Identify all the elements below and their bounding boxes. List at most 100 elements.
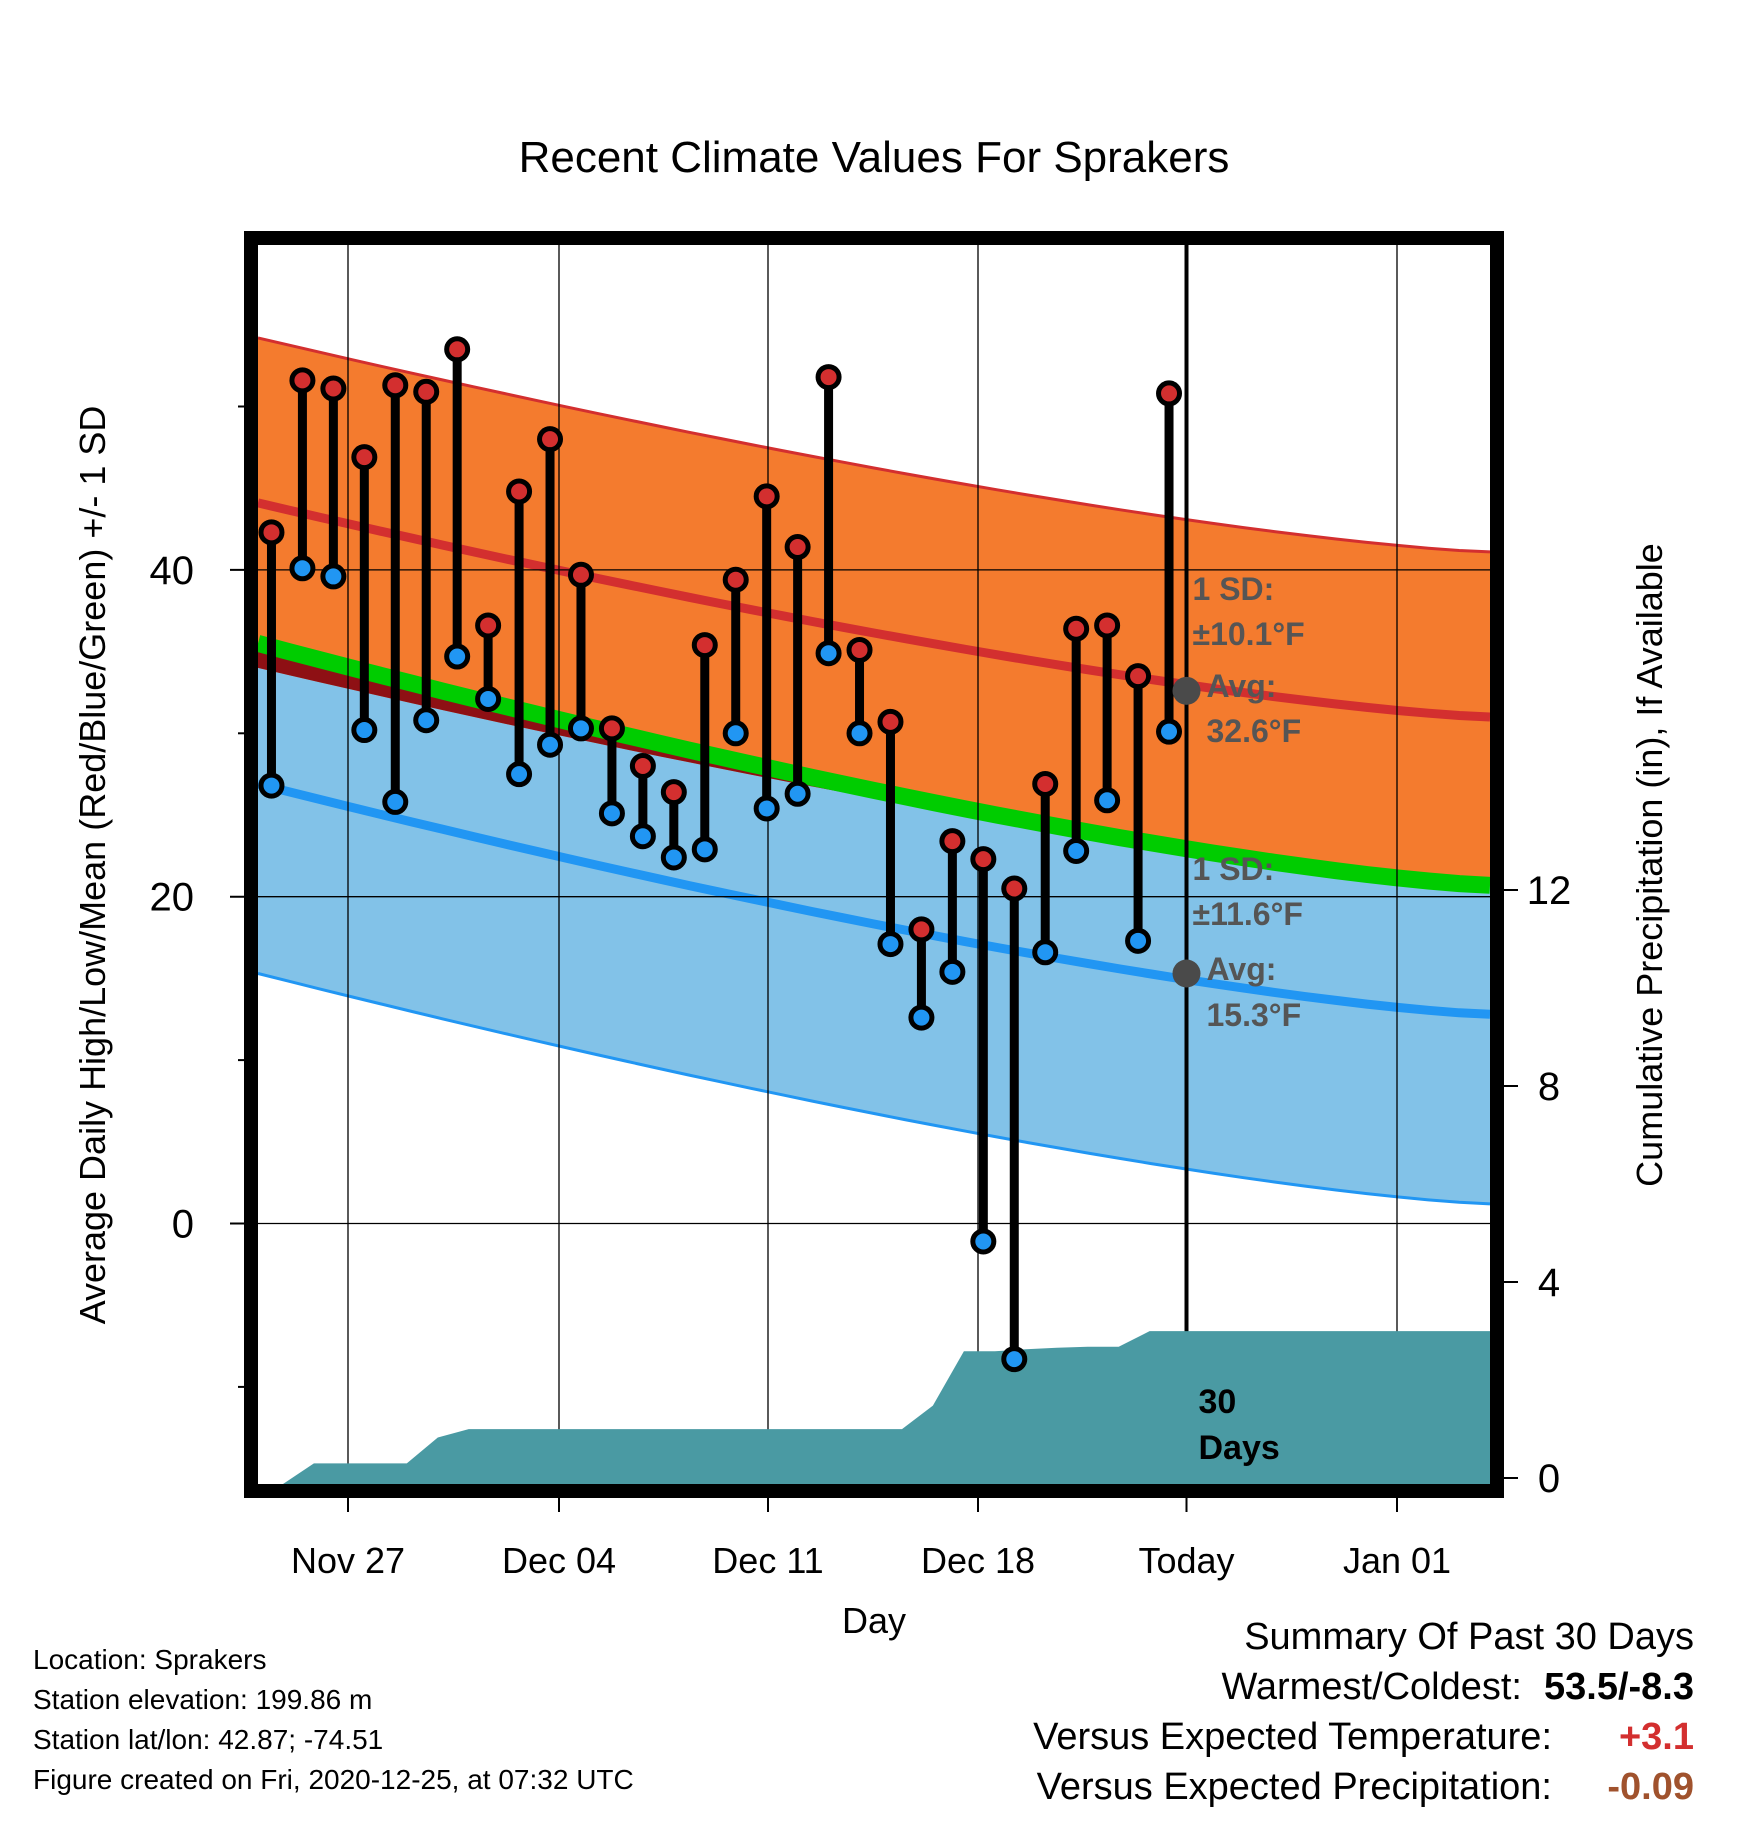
normal-bands: [255, 336, 1491, 1206]
summary-heading: Summary Of Past 30 Days: [1244, 1616, 1694, 1658]
high-sd-value: ±10.1°F: [1193, 616, 1305, 652]
annotations: 1 SD: ±10.1°F Avg: 32.6°F 1 SD: ±11.6°F Avg: 15…: [1172, 571, 1305, 1467]
low-point: [815, 640, 842, 667]
low-sd-lower-line: [257, 972, 1491, 1206]
low-point: [289, 555, 316, 582]
warmest-label: Warmest/Coldest:: [1221, 1666, 1522, 1708]
x-tick-label: Today: [1138, 1540, 1234, 1581]
warmest-value: 53.5/-8.3: [1544, 1666, 1694, 1708]
axes: Nov 27 Dec 04 Dec 11 Dec 18 Today Jan 01 Day 0 2…: [72, 231, 1670, 1641]
low-point: [691, 836, 718, 863]
high-point: [289, 367, 316, 394]
low-point: [908, 1004, 935, 1031]
low-point: [1094, 787, 1121, 814]
low-avg-marker: [1172, 959, 1201, 988]
high-sd-label: 1 SD:: [1193, 571, 1275, 607]
low-point: [877, 931, 904, 958]
high-point: [351, 444, 378, 471]
high-point: [877, 708, 904, 735]
low-point: [1156, 718, 1183, 745]
high-point: [815, 364, 842, 391]
high-point: [722, 566, 749, 593]
observations: [258, 336, 1183, 1373]
y2-axis-title: Cumulative Precipitation (in), If Availa…: [1629, 543, 1670, 1187]
high-point: [567, 561, 594, 588]
high-point: [537, 426, 564, 453]
low-point: [939, 958, 966, 985]
high-point: [691, 632, 718, 659]
low-point: [444, 643, 471, 670]
high-point: [444, 336, 471, 363]
x-tick-label: Dec 11: [712, 1540, 823, 1581]
low-avg-label: Avg:: [1207, 951, 1277, 987]
high-avg-marker: [1172, 676, 1201, 705]
low-point: [753, 795, 780, 822]
precip-label: Versus Expected Precipitation:: [1036, 1766, 1552, 1808]
location-text: Location: Sprakers: [33, 1644, 267, 1675]
low-point: [506, 761, 533, 788]
precip-value: -0.09: [1607, 1766, 1694, 1808]
low-point: [1125, 927, 1152, 954]
high-point: [660, 779, 687, 806]
low-point: [1001, 1346, 1028, 1373]
low-sd-value: ±11.6°F: [1193, 896, 1303, 932]
x-tick-label: Dec 04: [502, 1540, 616, 1581]
days-label-text: Days: [1199, 1429, 1280, 1467]
normal-high-line: [256, 498, 1491, 722]
x-tick-label: Nov 27: [291, 1540, 405, 1581]
low-point: [1063, 837, 1090, 864]
low-point: [567, 715, 594, 742]
low-point: [970, 1228, 997, 1255]
y-axis-title: Average Daily High/Low/Mean (Red/Blue/Gr…: [72, 406, 113, 1325]
y2-tick-label: 4: [1538, 1261, 1560, 1305]
high-point: [1063, 615, 1090, 642]
normal-mean-line: [255, 635, 1491, 894]
high-point: [258, 519, 285, 546]
high-point: [1032, 770, 1059, 797]
grid-lines: [258, 245, 1490, 1484]
days-label-number: 30: [1199, 1383, 1237, 1421]
high-point: [846, 636, 873, 663]
high-point: [506, 478, 533, 505]
precipitation-fill: [283, 1331, 1490, 1484]
y-tick-label: 40: [150, 549, 195, 593]
low-point: [846, 720, 873, 747]
high-point: [629, 752, 656, 779]
latlon-text: Station lat/lon: 42.87; -74.51: [33, 1724, 384, 1755]
x-tick-label: Dec 18: [921, 1540, 1035, 1581]
high-avg-label: Avg:: [1207, 668, 1277, 704]
high-point: [1001, 875, 1028, 902]
summary-panel: Summary Of Past 30 Days Warmest/Coldest:…: [1033, 1612, 1694, 1812]
high-avg-value: 32.6°F: [1207, 713, 1302, 749]
low-point: [722, 720, 749, 747]
low-sd-label: 1 SD:: [1193, 851, 1275, 887]
x-tick-label: Jan 01: [1343, 1540, 1451, 1581]
low-point: [660, 844, 687, 871]
created-text: Figure created on Fri, 2020-12-25, at 07…: [33, 1764, 634, 1795]
chart-title: Recent Climate Values For Sprakers: [519, 133, 1230, 182]
high-sd-band: [258, 337, 1490, 882]
high-point: [970, 846, 997, 873]
y-tick-label: 0: [172, 1203, 194, 1247]
low-point: [1032, 939, 1059, 966]
low-point: [629, 823, 656, 850]
high-point: [1094, 612, 1121, 639]
high-point: [320, 375, 347, 402]
high-point: [939, 828, 966, 855]
high-point: [753, 483, 780, 510]
low-point: [351, 717, 378, 744]
precipitation-area: [283, 1331, 1490, 1484]
y-tick-label: 20: [150, 876, 195, 920]
low-avg-value: 15.3°F: [1207, 997, 1302, 1033]
low-point: [598, 800, 625, 827]
elevation-text: Station elevation: 199.86 m: [33, 1684, 373, 1715]
low-point: [382, 788, 409, 815]
high-point: [382, 372, 409, 399]
low-point: [537, 731, 564, 758]
high-point: [1156, 380, 1183, 407]
y2-tick-label: 8: [1538, 1065, 1560, 1109]
low-point: [475, 685, 502, 712]
y2-tick-label: 12: [1527, 869, 1572, 913]
low-point: [258, 772, 285, 799]
